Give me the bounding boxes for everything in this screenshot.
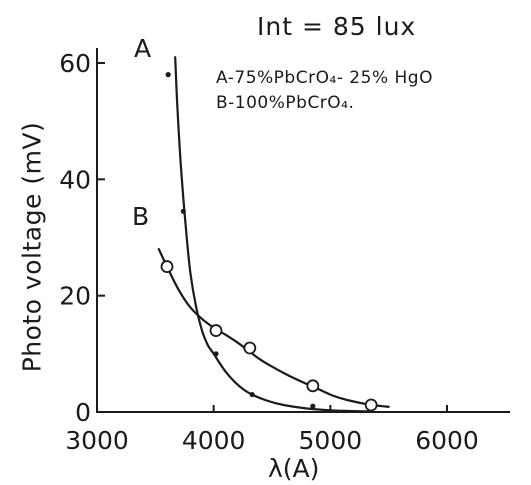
ticks: 0 20 40 60 3000 4000 5000 6000 [59,49,479,455]
markers [160,72,378,413]
x-tick-label: 5000 [299,426,363,455]
series-a-point [310,403,316,409]
y-tick-label: 20 [59,282,91,311]
series-b-point [160,260,174,273]
series-b-point [243,341,257,355]
y-tick-label: 40 [59,165,91,194]
series-b-point [306,379,320,393]
x-tick-label: 6000 [415,426,479,455]
series-a-point [249,391,255,398]
y-tick-label: 0 [75,398,91,427]
x-axis-label: λ(A) [268,454,320,483]
x-tick-label: 4000 [182,426,246,455]
series-a-point [165,72,171,78]
series-b-point [209,324,223,337]
y-axis-label: Photo voltage (mV) [17,121,47,373]
y-tick-label: 60 [59,49,91,78]
legend-b-description: B-100%PbCrO₄. [216,93,355,113]
series-b-line [157,248,390,408]
series-a-label: A [134,34,152,63]
series-b-point [364,398,378,412]
axes [96,48,510,413]
curves [157,56,390,413]
series-a-point [180,208,186,214]
legend-a-description: A-75%PbCrO₄- 25% HgO [216,68,433,88]
series-a-point [213,351,219,357]
x-tick-label: 3000 [65,426,129,455]
series-a-line [174,56,373,413]
series-b-label: B [132,202,150,231]
chart-title: Int = 85 lux [257,12,417,41]
